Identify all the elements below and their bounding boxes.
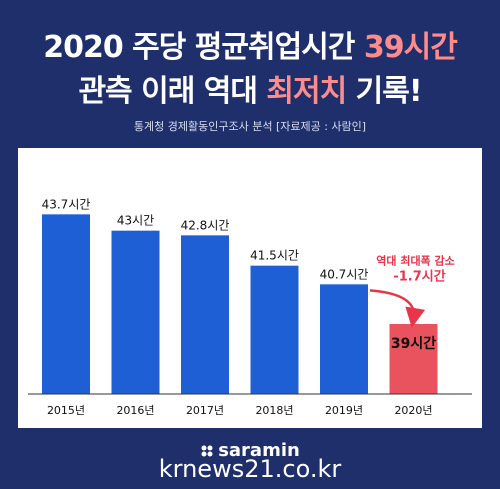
data-label-2017년: 42.8시간 bbox=[181, 218, 230, 232]
title-line-2: 관측 이래 역대 최저치 기록! bbox=[0, 66, 500, 110]
logo-text: saramin bbox=[218, 440, 300, 461]
tick-label-2020년: 2020년 bbox=[394, 404, 432, 417]
logo-dots-icon bbox=[201, 445, 213, 457]
data-label-2016년: 43시간 bbox=[117, 214, 154, 228]
source-note: 통계청 경제활동인구조사 분석 [자료제공 : 사람인] bbox=[133, 120, 367, 133]
watermark: krnews21.co.kr bbox=[158, 455, 342, 483]
bar-2017년 bbox=[181, 235, 229, 394]
annotation-line-2: -1.7시간 bbox=[393, 268, 445, 284]
title-line-1: 2020 주당 평균취업시간 39시간 bbox=[0, 22, 500, 66]
bar-2018년 bbox=[250, 265, 299, 394]
chart-panel: 43.7시간 2015년 43시간 2016년 42.8시간 2017년 41.5시간 201… bbox=[18, 148, 482, 428]
bar-2020년 bbox=[389, 324, 438, 394]
bar-2019년 bbox=[320, 284, 368, 394]
title-line-2-text: 관측 이래 역대 bbox=[78, 74, 267, 109]
data-label-2015년: 43.7시간 bbox=[42, 197, 91, 211]
title-line-1-text: 2020 주당 평균취업시간 bbox=[43, 30, 364, 65]
title-line-1-highlight: 39시간 bbox=[363, 30, 458, 65]
bar-2016년 bbox=[111, 230, 160, 394]
tick-label-2017년: 2017년 bbox=[186, 404, 224, 417]
decrease-arrow bbox=[369, 289, 426, 328]
annotation-line-1: 역대 최대폭 감소 bbox=[376, 253, 455, 267]
saramin-logo: saramin bbox=[0, 440, 500, 461]
bar-2015년 bbox=[42, 214, 90, 394]
tick-label-2016년: 2016년 bbox=[116, 404, 154, 417]
data-label-2019년: 40.7시간 bbox=[320, 267, 369, 281]
title-line-2-end: 기록! bbox=[346, 74, 423, 109]
tick-label-2019년: 2019년 bbox=[325, 404, 363, 417]
title-line-2-highlight: 최저치 bbox=[266, 74, 347, 109]
tick-label-2015년: 2015년 bbox=[47, 404, 85, 417]
data-label-2020년: 39시간 bbox=[391, 335, 436, 352]
bar-chart: 43.7시간 2015년 43시간 2016년 42.8시간 2017년 41.5시간 201… bbox=[28, 197, 472, 417]
data-label-2018년: 41.5시간 bbox=[250, 249, 299, 263]
tick-label-2018년: 2018년 bbox=[255, 404, 293, 417]
